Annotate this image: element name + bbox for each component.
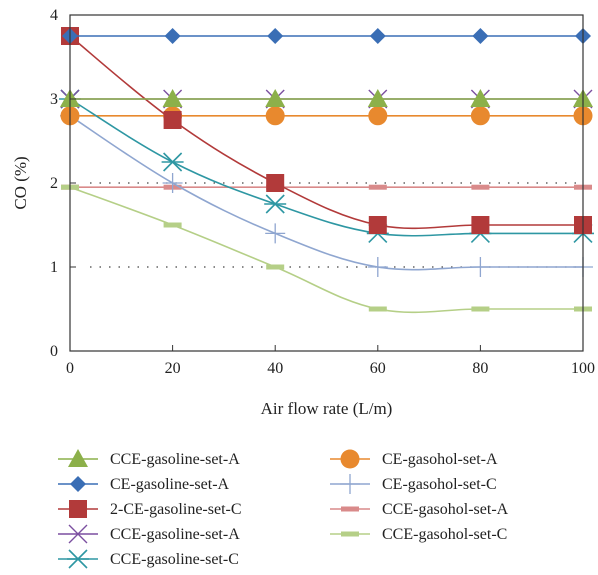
data-point bbox=[369, 28, 386, 44]
legend-label: CE-gasohol-set-A bbox=[382, 451, 498, 468]
data-point bbox=[164, 28, 181, 44]
data-point bbox=[266, 174, 285, 192]
data-point bbox=[471, 216, 490, 234]
data-point bbox=[368, 106, 388, 126]
data-point bbox=[471, 184, 490, 190]
y-tick-label: 1 bbox=[50, 259, 58, 276]
data-point bbox=[265, 223, 286, 244]
x-axis-title: Air flow rate (L/m) bbox=[261, 399, 393, 418]
data-point bbox=[265, 89, 286, 107]
y-tick-label: 3 bbox=[50, 91, 58, 108]
legend-marker bbox=[341, 506, 359, 512]
data-point bbox=[368, 184, 387, 190]
data-point bbox=[162, 89, 183, 107]
y-tick-label: 0 bbox=[50, 343, 58, 360]
series-1 bbox=[60, 89, 593, 107]
data-point bbox=[163, 111, 182, 129]
series-layer bbox=[59, 27, 594, 314]
legend-marker bbox=[68, 449, 88, 467]
x-tick-label: 100 bbox=[571, 360, 595, 377]
data-point bbox=[470, 106, 490, 126]
series-6 bbox=[60, 106, 593, 126]
data-point bbox=[266, 264, 285, 270]
y-axis-ticks: 0 1 2 3 4 bbox=[50, 7, 76, 360]
data-point bbox=[265, 106, 285, 126]
legend-item: CCE-gasoline-set-A bbox=[58, 524, 240, 544]
data-point bbox=[161, 152, 184, 172]
series-2 bbox=[62, 28, 591, 44]
legend-marker bbox=[69, 500, 87, 518]
data-point bbox=[470, 89, 491, 107]
data-point bbox=[264, 194, 287, 214]
legend-label: CCE-gasoline-set-C bbox=[110, 551, 239, 568]
y-tick-label: 4 bbox=[50, 7, 58, 24]
data-point bbox=[162, 173, 183, 193]
data-point bbox=[367, 89, 388, 107]
series-9 bbox=[61, 184, 592, 314]
legend-item: CCE-gasoline-set-A bbox=[58, 449, 240, 468]
legend-marker bbox=[68, 524, 88, 544]
data-point bbox=[367, 257, 388, 277]
legend-label: CCE-gasoline-set-A bbox=[110, 526, 240, 543]
legend-marker bbox=[67, 549, 89, 569]
data-point bbox=[368, 216, 387, 234]
legend-label: CCE-gasoline-set-A bbox=[110, 451, 240, 468]
legend-label: CCE-gasohol-set-A bbox=[382, 501, 509, 518]
series-line bbox=[69, 186, 583, 314]
legend-marker bbox=[341, 531, 359, 537]
legend-item: CCE-gasohol-set-C bbox=[330, 526, 507, 543]
legend-item: 2-CE-gasoline-set-C bbox=[58, 500, 242, 518]
x-tick-label: 40 bbox=[267, 360, 283, 377]
data-point bbox=[471, 306, 490, 312]
plot-frame bbox=[69, 14, 584, 352]
legend: CCE-gasoline-set-A CE-gasoline-set-A 2-CE-… bbox=[58, 449, 509, 569]
legend-marker bbox=[340, 449, 360, 469]
series-5 bbox=[59, 89, 594, 243]
series-8 bbox=[61, 184, 592, 190]
x-tick-label: 60 bbox=[370, 360, 386, 377]
legend-item: CCE-gasoline-set-C bbox=[58, 549, 239, 569]
legend-item: CE-gasoline-set-A bbox=[58, 476, 230, 493]
legend-label: CCE-gasohol-set-C bbox=[382, 526, 507, 543]
legend-item: CE-gasohol-set-C bbox=[330, 474, 497, 494]
y-axis-title: CO (%) bbox=[11, 156, 30, 209]
legend-item: CE-gasohol-set-A bbox=[330, 449, 498, 469]
series-line bbox=[69, 98, 583, 237]
legend-marker bbox=[340, 474, 360, 494]
data-point bbox=[472, 28, 489, 44]
legend-label: CE-gasoline-set-A bbox=[110, 476, 230, 493]
series-3 bbox=[61, 27, 592, 234]
series-7 bbox=[60, 105, 593, 277]
x-tick-label: 0 bbox=[66, 360, 74, 377]
data-point bbox=[267, 28, 284, 44]
x-tick-label: 80 bbox=[472, 360, 488, 377]
x-axis-ticks: 0 20 40 60 80 100 bbox=[66, 345, 595, 377]
series-line bbox=[69, 115, 583, 271]
legend-label: 2-CE-gasoline-set-C bbox=[110, 501, 242, 518]
y-tick-label: 2 bbox=[50, 175, 58, 192]
legend-item: CCE-gasohol-set-A bbox=[330, 501, 509, 518]
legend-marker bbox=[70, 476, 86, 492]
legend-label: CE-gasohol-set-C bbox=[382, 476, 497, 493]
x-tick-label: 20 bbox=[165, 360, 181, 377]
data-point bbox=[470, 257, 491, 277]
series-line bbox=[69, 35, 583, 230]
data-point bbox=[368, 306, 387, 312]
data-point bbox=[163, 222, 182, 228]
